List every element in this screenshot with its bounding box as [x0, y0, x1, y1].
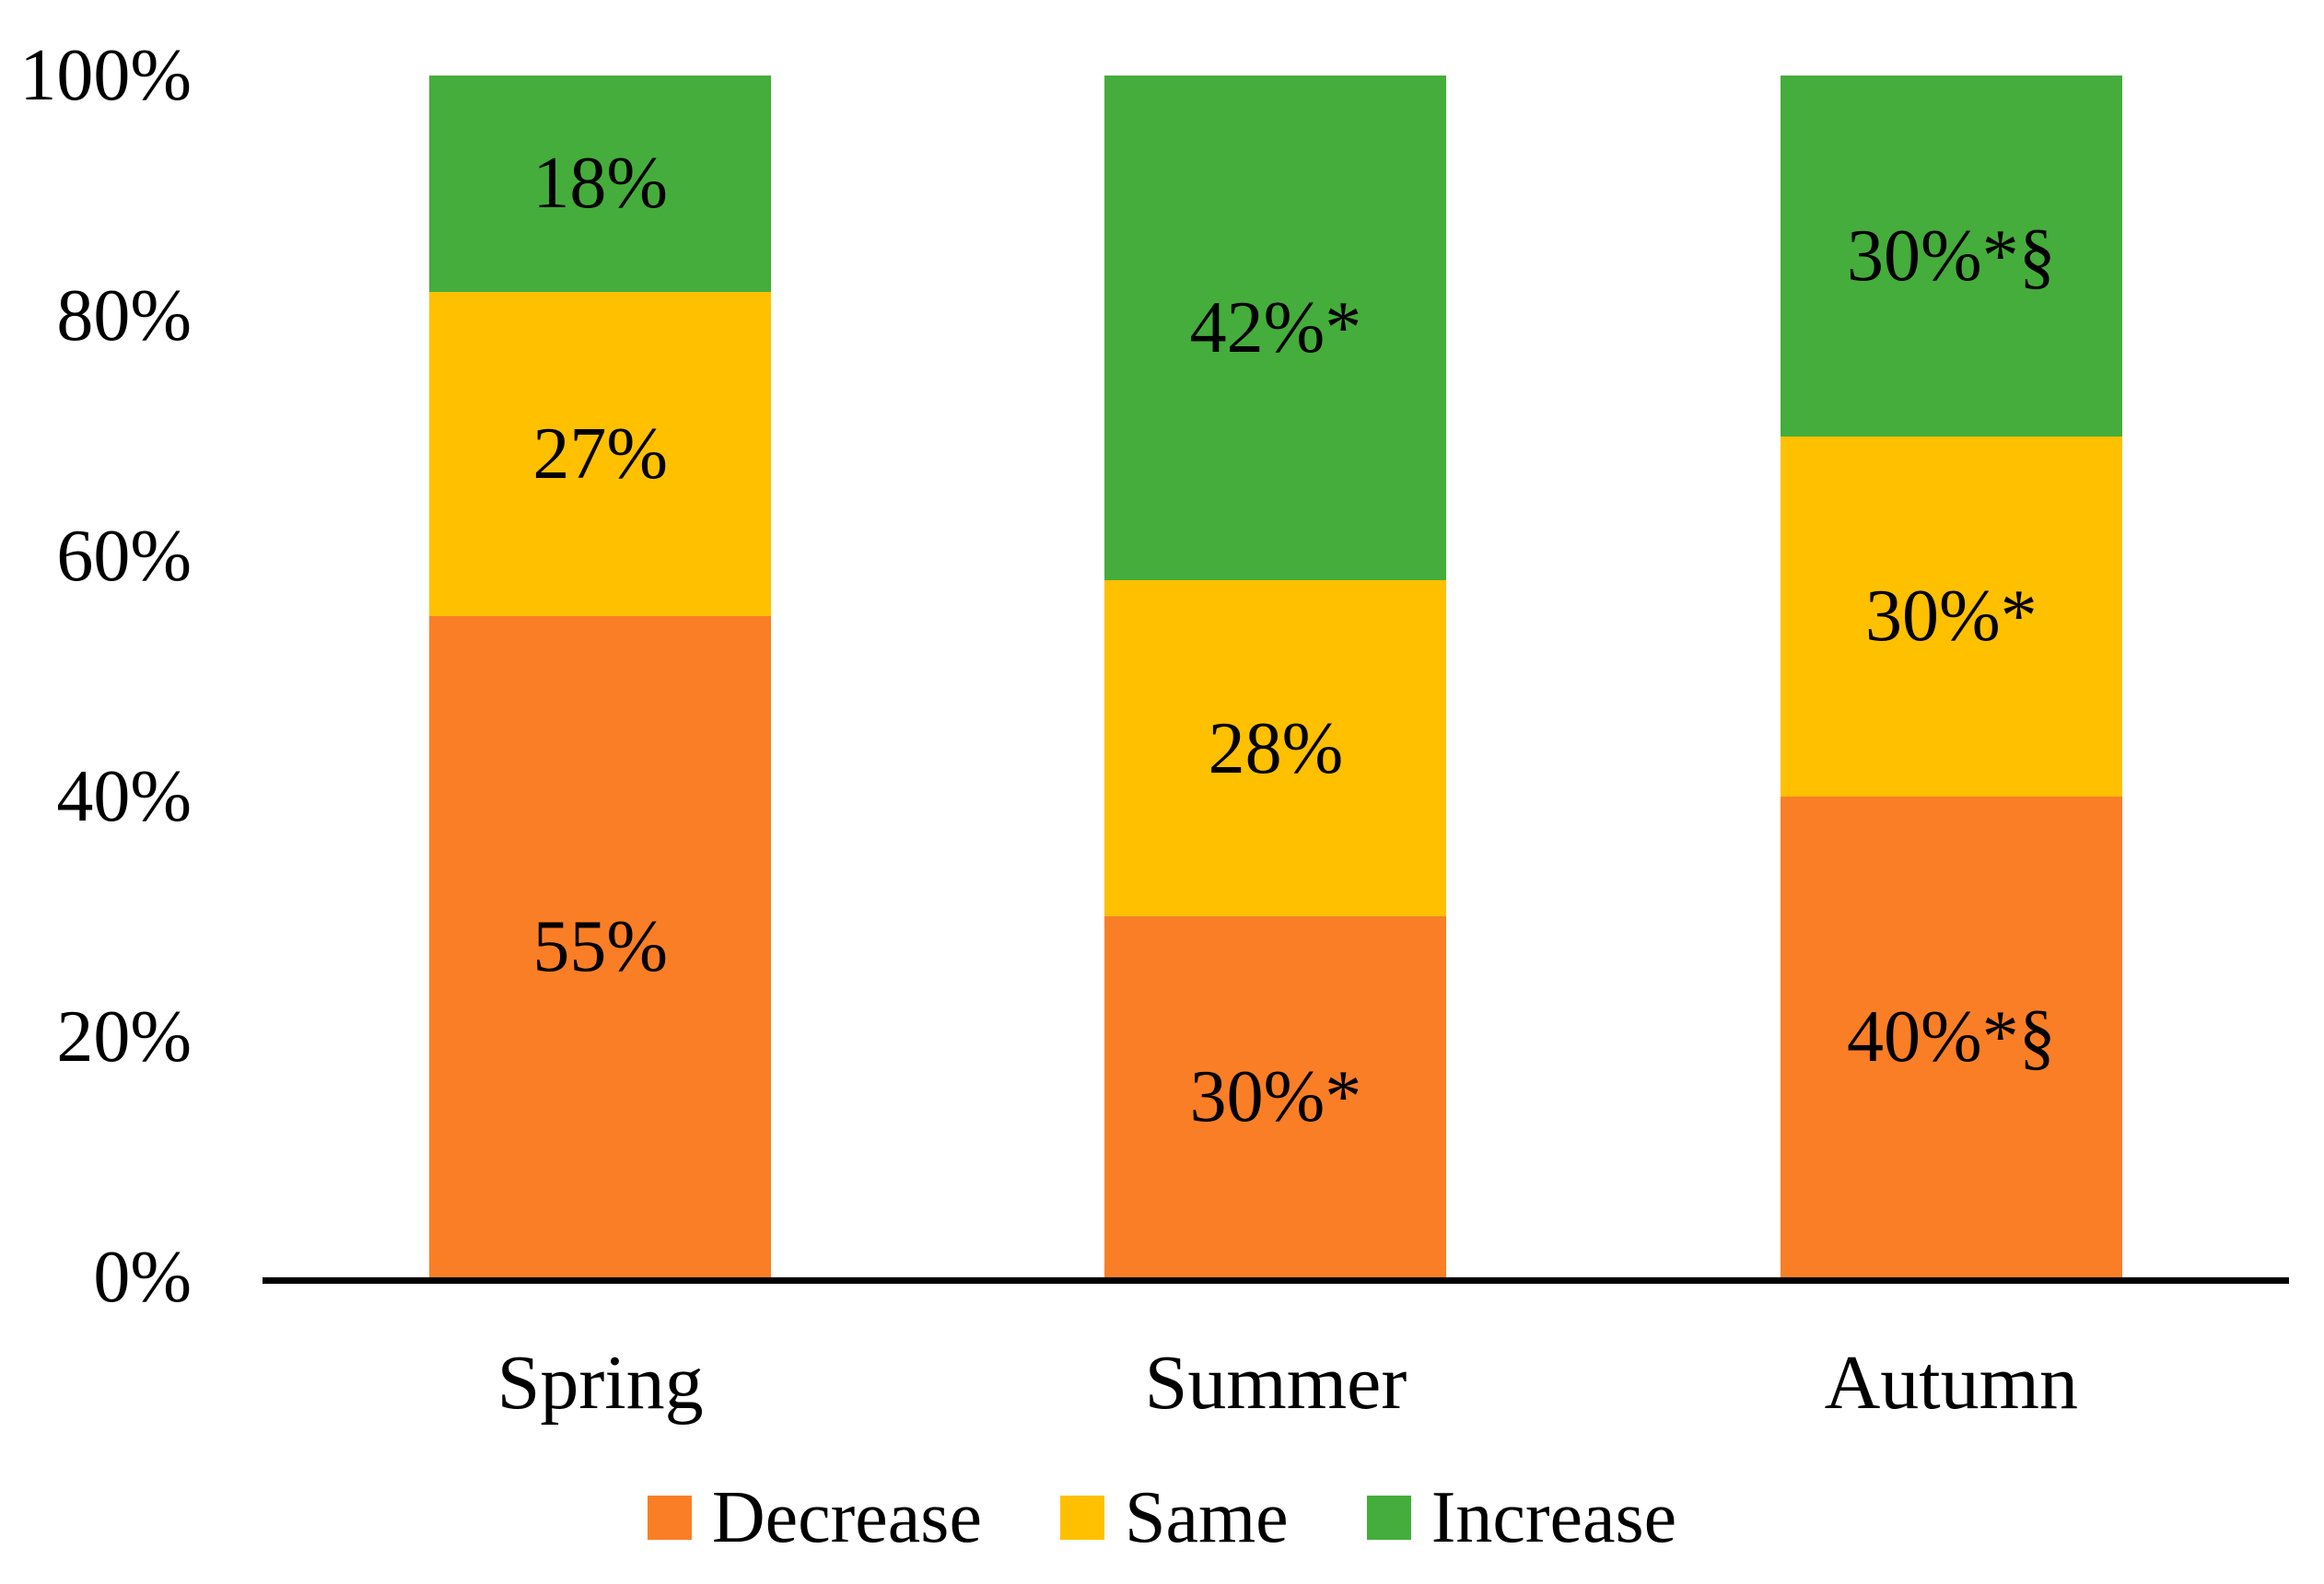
legend-item-increase: Increase [1366, 1477, 1677, 1558]
data-label-autumn-decrease: 40%*§ [1846, 996, 2056, 1077]
legend-item-decrease: Decrease [647, 1477, 982, 1558]
bar-segment-summer-same: 28% [1104, 580, 1447, 917]
bar-column-spring: 18% 27% 55% [263, 76, 938, 1277]
bar-column-autumn: 30%*§ 30%* 40%*§ [1614, 76, 2289, 1277]
bar-segment-spring-same: 27% [429, 291, 772, 617]
data-label-spring-same: 27% [532, 413, 668, 495]
y-axis-tick-label-40: 40% [56, 756, 192, 837]
legend-label-increase: Increase [1431, 1477, 1677, 1558]
bar-segment-summer-increase: 42%* [1104, 76, 1447, 581]
legend-swatch-icon-same [1059, 1496, 1104, 1540]
legend-label-decrease: Decrease [711, 1477, 982, 1558]
data-label-autumn-same: 30%* [1864, 576, 2038, 658]
y-axis-tick-label-80: 80% [56, 275, 192, 356]
data-label-spring-decrease: 55% [532, 906, 668, 988]
data-label-autumn-increase: 30%*§ [1846, 215, 2056, 297]
y-axis-tick-label-0: 0% [93, 1237, 192, 1318]
bar-segment-summer-decrease: 30%* [1104, 916, 1447, 1277]
legend-item-same: Same [1059, 1477, 1289, 1558]
data-label-summer-increase: 42%* [1189, 287, 1362, 369]
bar-segment-spring-decrease: 55% [429, 616, 772, 1277]
bar-autumn: 30%*§ 30%* 40%*§ [1780, 76, 2122, 1277]
bar-segment-autumn-decrease: 40%*§ [1780, 797, 2122, 1277]
bar-column-summer: 42%* 28% 30%* [938, 76, 1613, 1277]
y-axis-tick-label-20: 20% [56, 996, 192, 1077]
bar-spring: 18% 27% 55% [429, 76, 772, 1277]
legend: Decrease Same Increase [0, 1481, 2324, 1555]
data-label-spring-increase: 18% [532, 143, 668, 225]
data-label-summer-decrease: 30%* [1189, 1056, 1362, 1138]
bar-segment-autumn-same: 30%* [1780, 436, 2122, 797]
legend-swatch-icon-increase [1366, 1496, 1411, 1540]
x-axis-line [263, 1277, 2289, 1284]
y-axis-tick-label-60: 60% [56, 516, 192, 597]
data-label-summer-same: 28% [1208, 707, 1344, 789]
bar-summer: 42%* 28% 30%* [1104, 76, 1447, 1277]
x-axis-category-label-spring: Spring [496, 1340, 704, 1426]
x-axis-category-label-summer: Summer [1144, 1340, 1407, 1426]
legend-swatch-icon-decrease [647, 1496, 692, 1540]
bar-segment-autumn-increase: 30%*§ [1780, 76, 2122, 437]
x-axis-category-label-autumn: Autumn [1824, 1340, 2078, 1426]
legend-label-same: Same [1124, 1477, 1289, 1558]
bar-segment-spring-increase: 18% [429, 76, 772, 292]
y-axis-tick-label-100: 100% [19, 35, 192, 116]
